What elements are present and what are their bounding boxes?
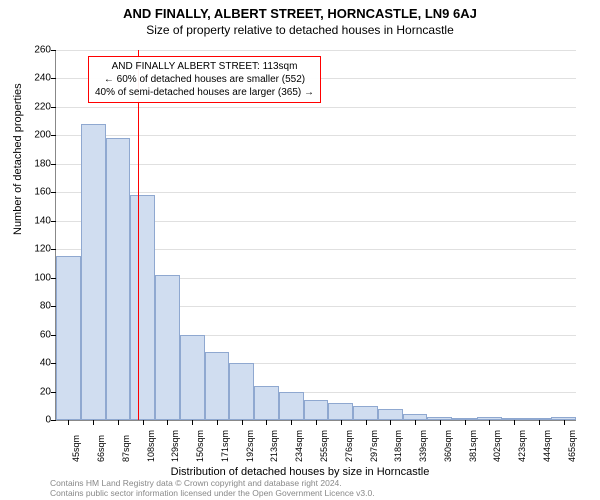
ytick-label: 160 <box>34 187 51 198</box>
ytick-mark <box>51 135 56 136</box>
histogram-bar <box>304 400 329 420</box>
xtick-mark <box>390 420 391 425</box>
ytick-label: 120 <box>34 244 51 255</box>
footer-line-2: Contains public sector information licen… <box>50 488 375 498</box>
ytick-mark <box>51 107 56 108</box>
histogram-bar <box>279 392 304 420</box>
xtick-label: 45sqm <box>71 435 81 462</box>
ytick-mark <box>51 221 56 222</box>
xtick-label: 255sqm <box>319 430 329 462</box>
xtick-mark <box>316 420 317 425</box>
xtick-label: 360sqm <box>443 430 453 462</box>
xtick-label: 213sqm <box>269 430 279 462</box>
ytick-label: 20 <box>40 386 51 397</box>
y-axis-label: Number of detached properties <box>12 83 24 235</box>
xtick-mark <box>68 420 69 425</box>
xtick-mark <box>118 420 119 425</box>
xtick-label: 318sqm <box>393 430 403 462</box>
xtick-mark <box>291 420 292 425</box>
ytick-mark <box>51 164 56 165</box>
xtick-mark <box>217 420 218 425</box>
xtick-label: 87sqm <box>121 435 131 462</box>
ytick-label: 140 <box>34 215 51 226</box>
reference-line <box>138 50 139 420</box>
xtick-label: 297sqm <box>369 430 379 462</box>
annotation-line-2: ← 60% of detached houses are smaller (55… <box>95 73 314 86</box>
footer-attribution: Contains HM Land Registry data © Crown c… <box>50 478 375 498</box>
xtick-mark <box>564 420 565 425</box>
xtick-label: 465sqm <box>567 430 577 462</box>
ytick-mark <box>51 50 56 51</box>
xtick-label: 66sqm <box>96 435 106 462</box>
gridline <box>56 192 576 193</box>
histogram-bar <box>155 275 180 420</box>
xtick-label: 444sqm <box>542 430 552 462</box>
annotation-box: AND FINALLY ALBERT STREET: 113sqm← 60% o… <box>88 56 321 103</box>
xtick-mark <box>440 420 441 425</box>
xtick-mark <box>143 420 144 425</box>
xtick-label: 276sqm <box>344 430 354 462</box>
ytick-label: 40 <box>40 358 51 369</box>
xtick-label: 192sqm <box>245 430 255 462</box>
page-subtitle: Size of property relative to detached ho… <box>0 21 600 37</box>
xtick-label: 339sqm <box>418 430 428 462</box>
xtick-label: 108sqm <box>146 430 156 462</box>
xtick-mark <box>341 420 342 425</box>
histogram-bar <box>229 363 254 420</box>
xtick-mark <box>167 420 168 425</box>
plot-area: 02040608010012014016018020022024026045sq… <box>55 50 576 421</box>
gridline <box>56 135 576 136</box>
gridline <box>56 164 576 165</box>
ytick-mark <box>51 249 56 250</box>
xtick-mark <box>366 420 367 425</box>
ytick-label: 80 <box>40 301 51 312</box>
xtick-mark <box>465 420 466 425</box>
ytick-label: 100 <box>34 272 51 283</box>
xtick-mark <box>539 420 540 425</box>
xtick-label: 402sqm <box>492 430 502 462</box>
xtick-label: 234sqm <box>294 430 304 462</box>
histogram-bar <box>56 256 81 420</box>
ytick-mark <box>51 78 56 79</box>
ytick-label: 0 <box>45 415 51 426</box>
histogram-bar <box>81 124 106 420</box>
annotation-line-1: AND FINALLY ALBERT STREET: 113sqm <box>95 60 314 73</box>
ytick-mark <box>51 420 56 421</box>
xtick-mark <box>93 420 94 425</box>
ytick-label: 220 <box>34 101 51 112</box>
ytick-mark <box>51 192 56 193</box>
xtick-mark <box>489 420 490 425</box>
ytick-label: 180 <box>34 158 51 169</box>
histogram-bar <box>205 352 230 420</box>
histogram-bar <box>180 335 205 420</box>
ytick-label: 60 <box>40 329 51 340</box>
gridline <box>56 107 576 108</box>
annotation-line-3: 40% of semi-detached houses are larger (… <box>95 86 314 99</box>
xtick-label: 381sqm <box>468 430 478 462</box>
xtick-mark <box>266 420 267 425</box>
ytick-label: 240 <box>34 73 51 84</box>
xtick-mark <box>415 420 416 425</box>
page-title: AND FINALLY, ALBERT STREET, HORNCASTLE, … <box>0 0 600 21</box>
ytick-label: 200 <box>34 130 51 141</box>
histogram-chart: 02040608010012014016018020022024026045sq… <box>55 50 575 420</box>
histogram-bar <box>106 138 131 420</box>
xtick-mark <box>514 420 515 425</box>
footer-line-1: Contains HM Land Registry data © Crown c… <box>50 478 375 488</box>
xtick-label: 171sqm <box>220 430 230 462</box>
xtick-label: 129sqm <box>170 430 180 462</box>
xtick-mark <box>192 420 193 425</box>
histogram-bar <box>378 409 403 420</box>
ytick-label: 260 <box>34 45 51 56</box>
xtick-mark <box>242 420 243 425</box>
histogram-bar <box>328 403 353 420</box>
histogram-bar <box>130 195 155 420</box>
gridline <box>56 50 576 51</box>
x-axis-label: Distribution of detached houses by size … <box>0 466 600 478</box>
xtick-label: 150sqm <box>195 430 205 462</box>
histogram-bar <box>353 406 378 420</box>
histogram-bar <box>254 386 279 420</box>
xtick-label: 423sqm <box>517 430 527 462</box>
